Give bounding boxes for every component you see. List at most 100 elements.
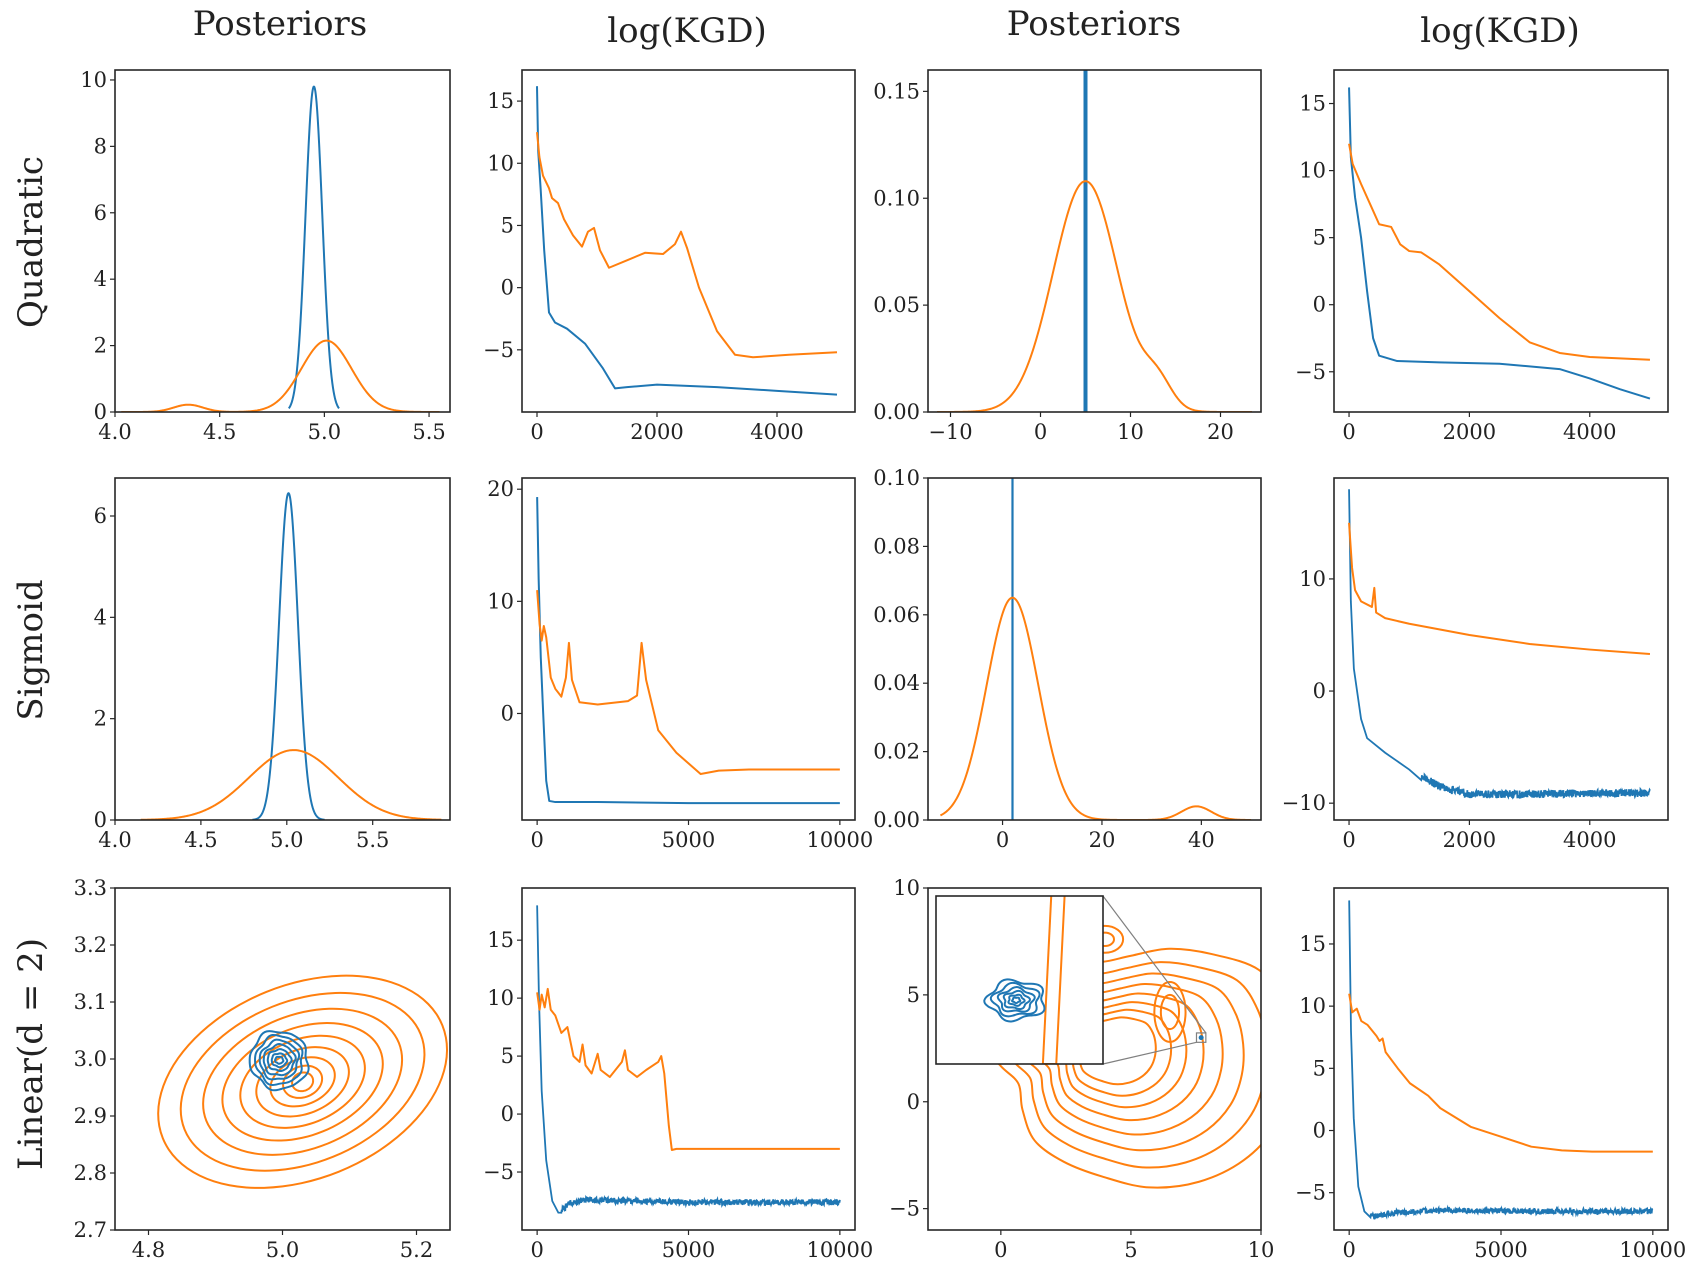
series-blue-quadratic-posterior-1 <box>287 85 340 409</box>
zoom-connector-top <box>1102 895 1207 1034</box>
y-tick-label: −5 <box>1295 360 1326 384</box>
y-tick-label: 4 <box>94 605 107 629</box>
series-orange-linear-posterior-1 <box>255 1046 350 1118</box>
series-blue-linear-kgd-1 <box>536 905 841 1214</box>
zoom-connector-bottom <box>1102 1041 1197 1065</box>
series-orange-sigmoid-posterior-1 <box>140 749 442 820</box>
series-blue-linear-kgd-2 <box>1348 900 1654 1220</box>
series-orange-linear-posterior-1 <box>291 1071 315 1093</box>
x-tick-label: 0 <box>1342 420 1355 444</box>
y-tick-label: 0 <box>94 400 107 424</box>
axes-frame-sigmoid-kgd-2 <box>1333 477 1669 821</box>
series-blue-sigmoid-kgd-1 <box>536 497 840 805</box>
x-tick-label: 20 <box>1207 420 1234 444</box>
y-tick-label: 0.06 <box>873 603 920 627</box>
series-orange-linear-posterior-1 <box>282 1064 324 1099</box>
y-tick-label: 15 <box>1299 92 1326 116</box>
axes-frame-quadratic-kgd-1 <box>521 69 856 413</box>
plot-area-quadratic-posterior-2 <box>937 70 1252 412</box>
panel-sigmoid-kgd-1: 0 5000 10000 0 10 20 <box>487 477 873 852</box>
series-blue-linear-posterior-1 <box>274 1055 285 1065</box>
panel-quadratic-posterior-1: 4.0 4.5 5.0 5.5 0 2 4 6 8 10 <box>80 68 451 444</box>
series-orange-quadratic-posterior-1 <box>121 339 440 412</box>
y-tick-label: 5 <box>1313 226 1326 250</box>
series-blue-linear-posterior-1 <box>258 1038 301 1081</box>
y-tick-label: 5 <box>501 1044 514 1068</box>
plot-area-sigmoid-posterior-1 <box>140 492 442 820</box>
x-tick-label: 5.0 <box>266 1238 299 1262</box>
inset-blue-contour <box>996 986 1036 1013</box>
panel-quadratic-kgd-1: 0 2000 4000 −5 0 5 10 15 <box>483 69 856 444</box>
x-tick-label: 10000 <box>806 828 873 852</box>
series-orange-linear-kgd-2 <box>1348 993 1653 1153</box>
axes-frame-linear-posterior-1 <box>114 887 451 1231</box>
x-tick-label: 10 <box>1248 1238 1275 1262</box>
x-tick-label: 0 <box>996 828 1009 852</box>
inset-blue-contour <box>1011 996 1022 1005</box>
series-orange-sigmoid-posterior-2 <box>939 596 1252 820</box>
y-tick-label: 0 <box>94 808 107 832</box>
inset-blue-contour <box>1007 993 1026 1007</box>
y-tick-label: 0.02 <box>873 740 920 764</box>
inset-blue-contour <box>1002 989 1031 1011</box>
series-orange-linear-posterior-2 <box>1153 981 1187 1043</box>
y-tick-label: 15 <box>1299 932 1326 956</box>
series-blue-linear-posterior-1 <box>248 1030 310 1092</box>
x-tick-label: 2000 <box>1443 828 1496 852</box>
col-title-1: Posteriors <box>193 4 368 44</box>
plot-area-sigmoid-kgd-2 <box>1348 489 1651 800</box>
y-tick-label: 15 <box>487 928 514 952</box>
series-blue-quadratic-kgd-1 <box>536 86 838 396</box>
y-tick-label: 0 <box>501 276 514 300</box>
x-tick-label: 5000 <box>1474 1238 1527 1262</box>
y-tick-label: −5 <box>483 1160 514 1184</box>
y-tick-label: 5 <box>501 213 514 237</box>
y-tick-label: 0 <box>1313 679 1326 703</box>
inset-orange-contour <box>1042 896 1066 1064</box>
y-tick-label: 10 <box>1299 159 1326 183</box>
x-tick-label: 5.0 <box>308 420 341 444</box>
x-tick-label: 0 <box>1342 1238 1355 1262</box>
y-tick-label: −5 <box>889 1197 920 1221</box>
x-tick-label: 0 <box>530 828 543 852</box>
panel-linear-posterior-1: 4.8 5.0 5.2 2.7 2.8 2.9 3.0 3.1 3.2 3.3 <box>74 876 451 1262</box>
row-labels: Quadratic Sigmoid Linear(d = 2) <box>11 156 51 1170</box>
row-label-sigmoid: Sigmoid <box>11 579 51 720</box>
y-tick-label: −10 <box>1282 791 1326 815</box>
x-tick-label: 4.0 <box>98 420 131 444</box>
y-tick-label: 2 <box>94 334 107 358</box>
plot-area-quadratic-kgd-2 <box>1348 87 1651 400</box>
panel-quadratic-kgd-2: 0 2000 4000 −5 0 5 10 15 <box>1295 69 1669 444</box>
y-tick-label: 0.15 <box>873 79 920 103</box>
y-tick-label: 0.10 <box>873 186 920 210</box>
y-tick-label: 3.0 <box>74 1047 107 1071</box>
x-tick-label: 0 <box>1342 828 1355 852</box>
panel-linear-kgd-2: 0 5000 10000 −5 0 5 10 15 <box>1295 887 1686 1262</box>
col-title-2: log(KGD) <box>607 11 766 51</box>
y-tick-label: 15 <box>487 89 514 113</box>
plot-area-linear-kgd-2 <box>1348 900 1654 1220</box>
y-tick-label: 2.9 <box>74 1104 107 1128</box>
x-tick-label: 0 <box>530 1238 543 1262</box>
inset-frame <box>935 895 1104 1065</box>
y-tick-label: −5 <box>483 338 514 362</box>
plot-area-quadratic-kgd-1 <box>536 86 838 396</box>
series-orange-sigmoid-kgd-1 <box>536 590 840 776</box>
y-tick-label: 10 <box>487 151 514 175</box>
x-tick-label: 4.5 <box>184 828 217 852</box>
series-orange-linear-posterior-1 <box>239 1034 366 1129</box>
y-tick-label: 10 <box>893 876 920 900</box>
y-tick-label: 0.05 <box>873 293 920 317</box>
x-tick-label: 4.8 <box>132 1238 165 1262</box>
y-tick-label: 3.1 <box>74 990 107 1014</box>
y-tick-label: 0 <box>501 701 514 725</box>
x-tick-label: 4000 <box>1563 420 1616 444</box>
axes-frame-sigmoid-kgd-1 <box>521 477 856 821</box>
series-blue-sigmoid-posterior-1 <box>252 492 325 820</box>
y-tick-label: 10 <box>487 986 514 1010</box>
y-tick-label: 3.2 <box>74 933 107 957</box>
series-orange-quadratic-kgd-1 <box>536 132 838 359</box>
x-tick-label: 0 <box>530 420 543 444</box>
